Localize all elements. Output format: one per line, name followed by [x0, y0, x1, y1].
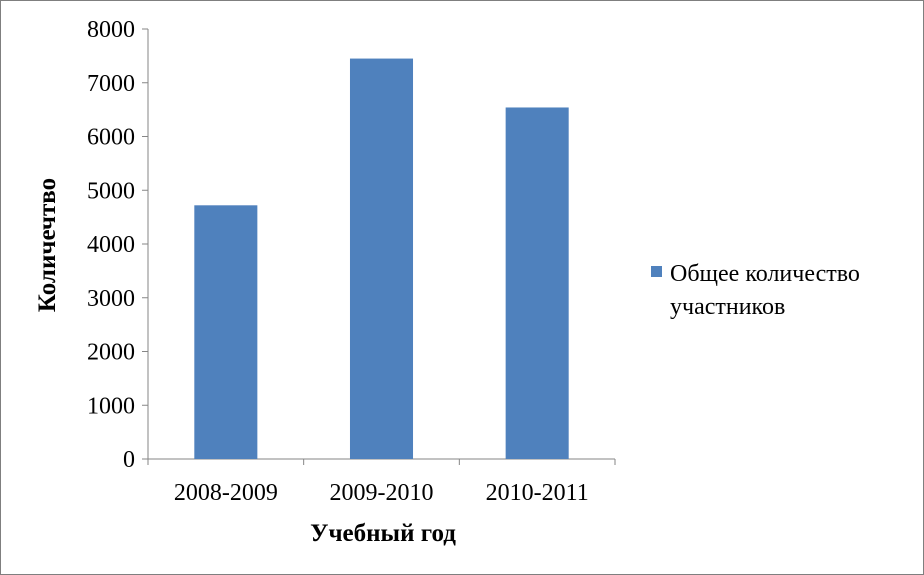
y-tick-label: 6000 [87, 125, 135, 151]
x-axis-title: Учебный год [310, 520, 456, 547]
y-tick-label: 7000 [87, 71, 135, 97]
y-tick-label: 3000 [87, 286, 135, 312]
x-axis: 2008-2009 2009-2010 2010-2011 [147, 458, 616, 506]
x-tick-label: 2008-2009 [174, 480, 278, 506]
y-tick-label: 8000 [87, 17, 135, 43]
bar [349, 58, 414, 459]
y-tick-label: 4000 [87, 232, 135, 258]
y-tick-label: 5000 [87, 178, 135, 204]
legend-label-line-1: Общее количество [670, 261, 860, 287]
x-tick-label: 2009-2010 [330, 480, 434, 506]
bar [194, 205, 258, 459]
bars [194, 58, 569, 459]
y-axis-title: Количечтво [34, 178, 61, 312]
x-tick-label: 2010-2011 [486, 480, 589, 506]
y-tick-label: 2000 [87, 340, 135, 366]
y-tick-label: 1000 [87, 393, 135, 419]
legend-label-line-2: участников [670, 294, 785, 320]
y-tick-label: 0 [123, 447, 135, 473]
bar [505, 107, 569, 459]
legend: Общее количество участников [651, 261, 860, 320]
legend-swatch [651, 266, 662, 277]
y-axis: 0 1000 2000 3000 4000 5000 6000 7000 8000 [87, 17, 149, 473]
